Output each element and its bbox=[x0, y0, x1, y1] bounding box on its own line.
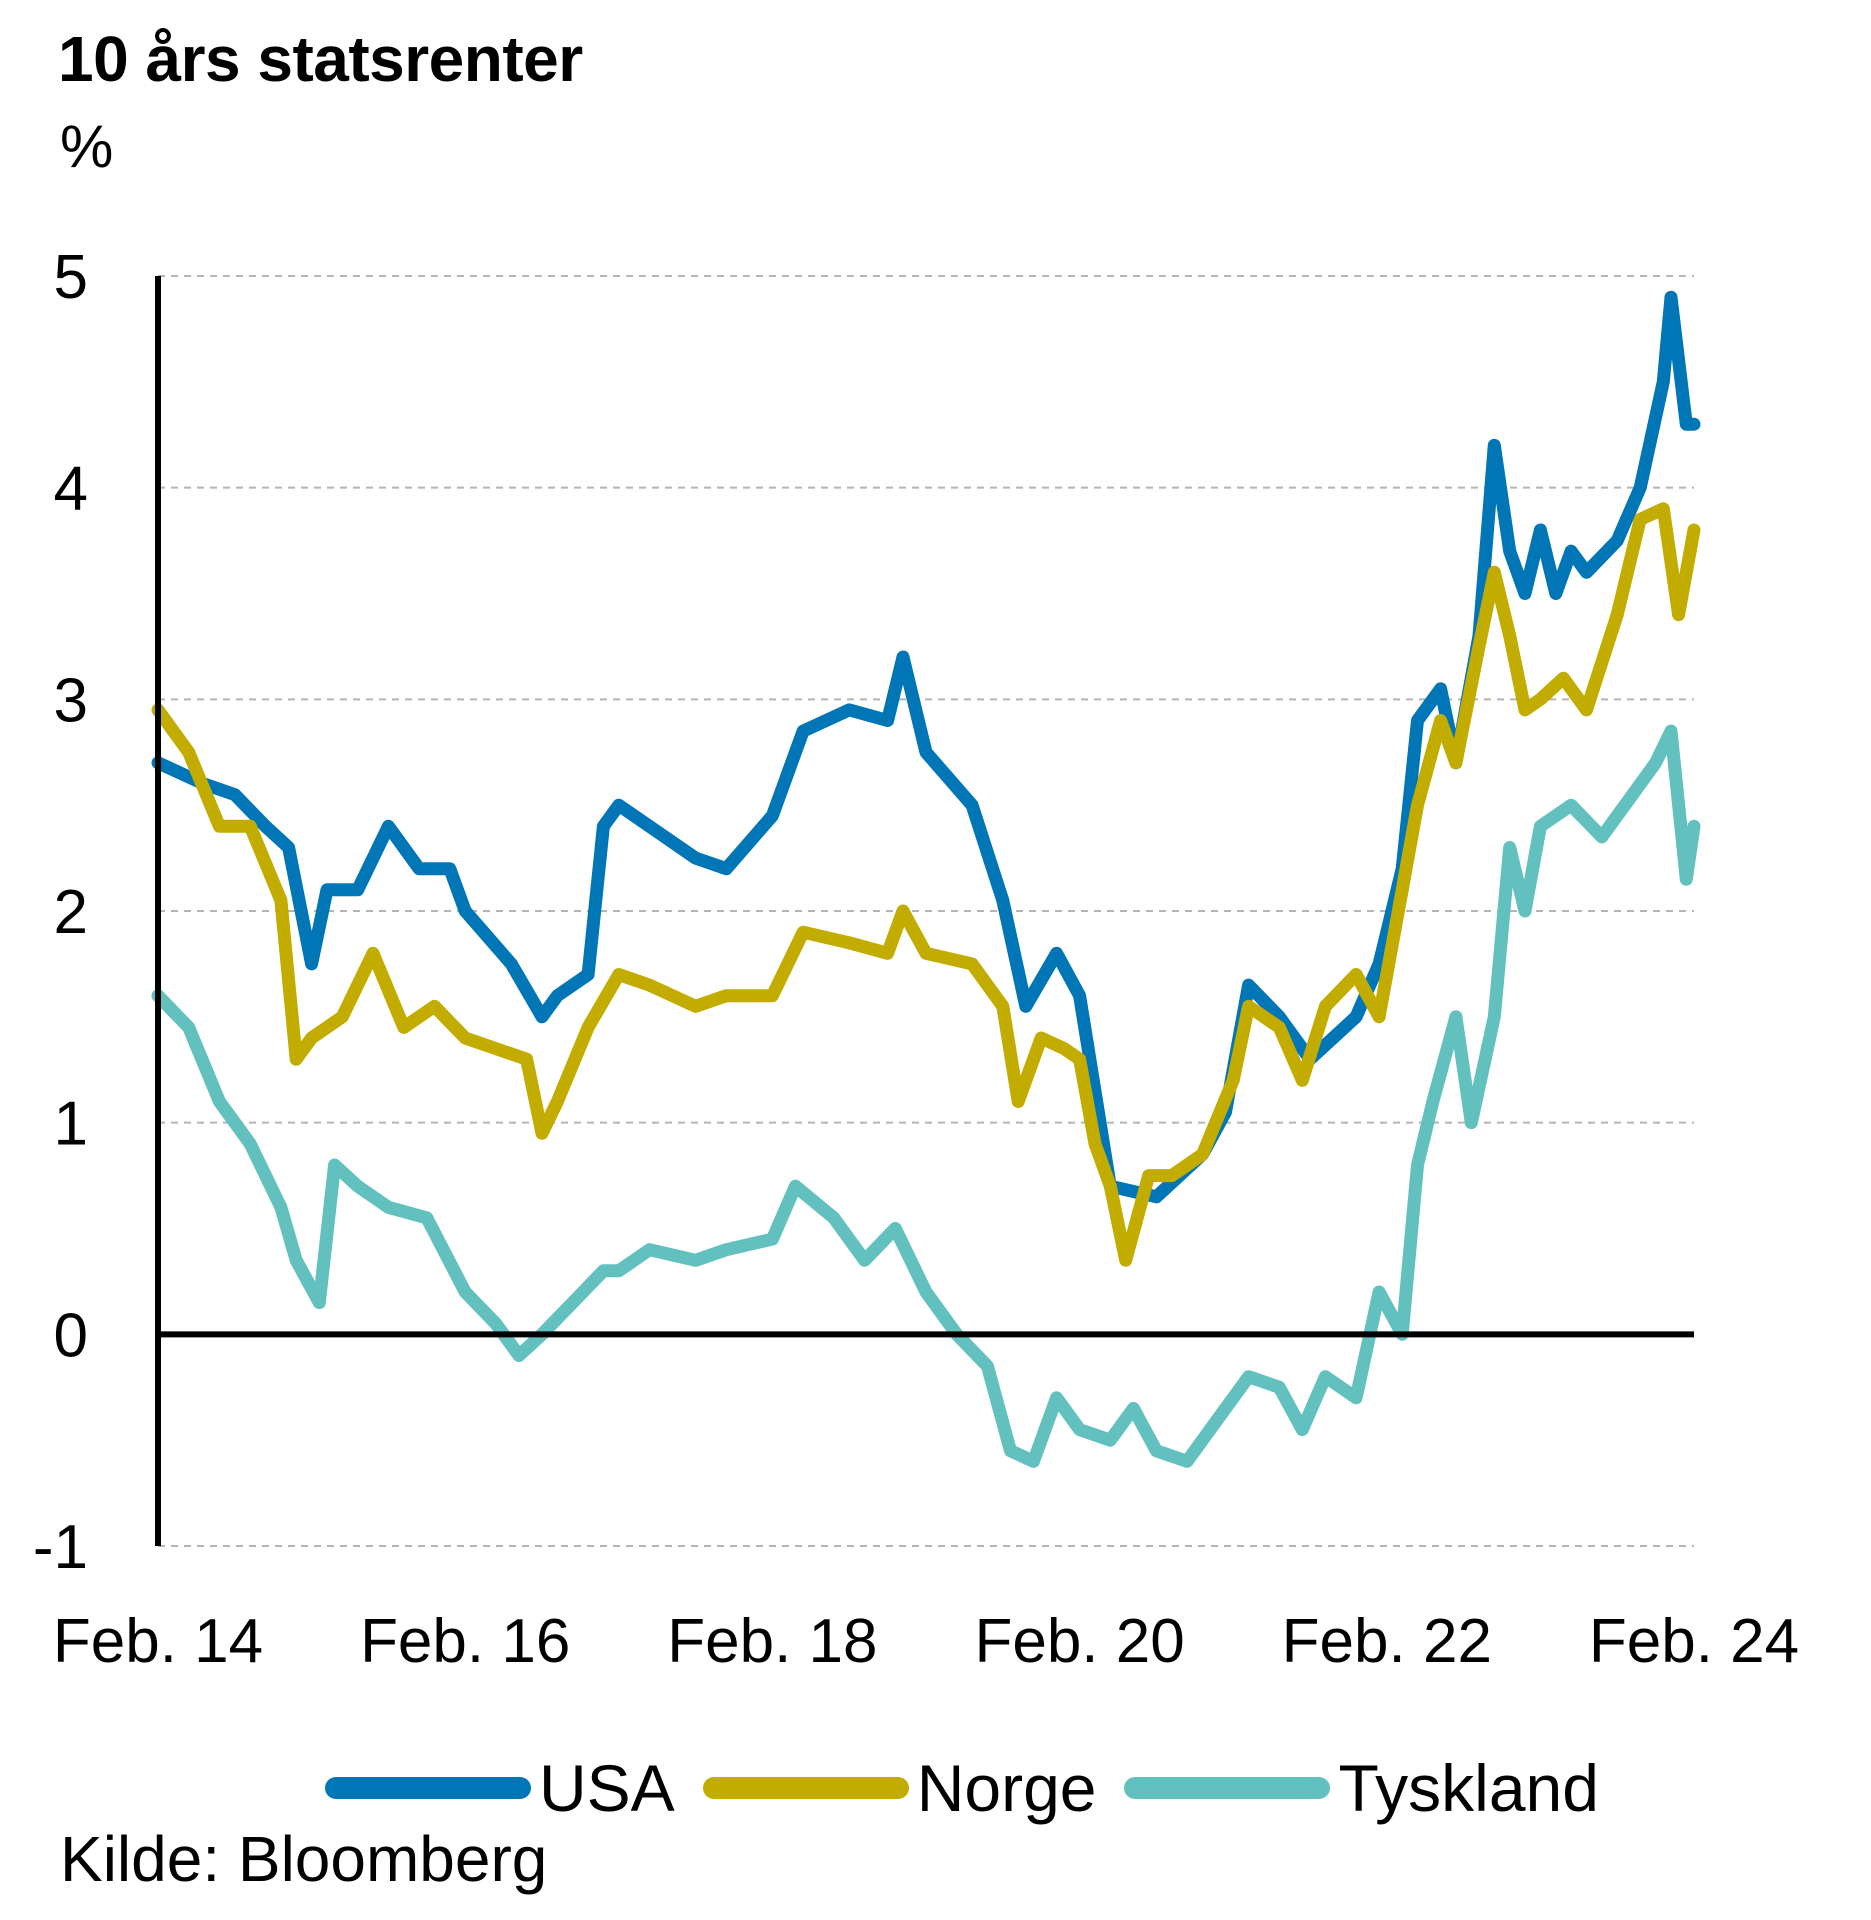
y-tick-label: 4 bbox=[54, 455, 88, 524]
legend-label-tyskland: Tyskland bbox=[1338, 1751, 1599, 1825]
x-tick-label: Feb. 22 bbox=[1282, 1607, 1492, 1676]
y-tick-label: 0 bbox=[54, 1301, 88, 1370]
x-tick-label: Feb. 14 bbox=[53, 1607, 263, 1676]
y-tick-label: 1 bbox=[54, 1090, 88, 1159]
legend-swatch-tyskland bbox=[1124, 1777, 1331, 1799]
legend-label-norge: Norge bbox=[916, 1751, 1097, 1825]
legend-label-usa: USA bbox=[539, 1751, 675, 1825]
x-tick-label: Feb. 16 bbox=[360, 1607, 570, 1676]
x-tick-label: Feb. 18 bbox=[667, 1607, 877, 1676]
legend-item-usa: USA bbox=[325, 1750, 675, 1826]
legend: USA Norge Tyskland bbox=[325, 1750, 1627, 1826]
y-tick-label: -1 bbox=[33, 1513, 88, 1582]
x-tick-label: Feb. 24 bbox=[1589, 1607, 1799, 1676]
legend-item-norge: Norge bbox=[702, 1750, 1097, 1826]
y-tick-label: 5 bbox=[54, 243, 88, 312]
legend-item-tyskland: Tyskland bbox=[1124, 1750, 1599, 1826]
line-chart: 5 4 3 2 1 0 -1 Feb. 14 Feb. 16 Feb. 18 Feb. 20 Feb.… bbox=[33, 243, 1799, 1676]
series-line-tyskland bbox=[151, 724, 1701, 1468]
series-line-norge bbox=[151, 502, 1701, 1267]
chart-title: 10 års statsrenter bbox=[58, 23, 583, 95]
legend-swatch-usa bbox=[325, 1777, 531, 1799]
y-axis-unit-label: % bbox=[60, 113, 114, 180]
x-tick-label: Feb. 20 bbox=[974, 1607, 1184, 1676]
y-tick-label: 3 bbox=[54, 666, 88, 735]
series-line-usa bbox=[151, 290, 1701, 1204]
y-tick-label: 2 bbox=[54, 878, 88, 947]
source-note: Kilde: Bloomberg bbox=[60, 1823, 548, 1895]
legend-swatch-norge bbox=[702, 1777, 909, 1799]
